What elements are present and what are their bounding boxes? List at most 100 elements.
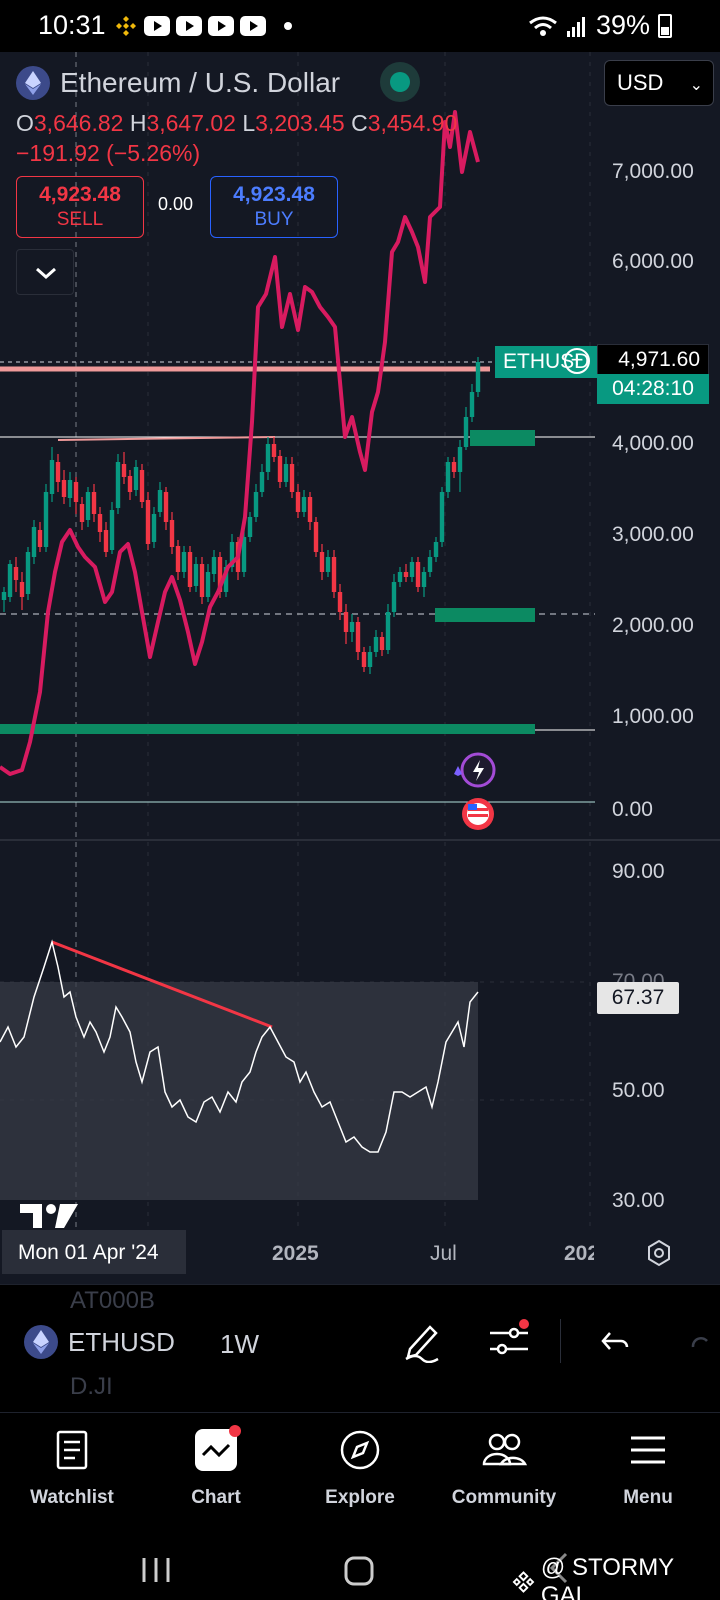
- nav-community[interactable]: Community: [432, 1413, 576, 1522]
- candle-body: [109, 510, 115, 550]
- ethereum-icon: [16, 66, 50, 100]
- redo-icon[interactable]: [690, 1319, 720, 1363]
- candle-body: [223, 567, 229, 592]
- settings-icon[interactable]: [645, 1239, 673, 1267]
- nav-explore[interactable]: Explore: [288, 1413, 432, 1522]
- price-change: −191.92 (−5.26%): [16, 140, 201, 166]
- chart-area[interactable]: Ethereum / U.S. Dollar USD ⌄ O3,646.82 H…: [0, 52, 720, 1284]
- home-icon[interactable]: [344, 1556, 374, 1586]
- candle-body: [361, 652, 367, 667]
- rsi-axis-label: 90.00: [612, 860, 665, 883]
- tradingview-logo: [20, 1204, 78, 1228]
- notification-icons: [114, 14, 292, 38]
- ghost-symbol: D.JI: [70, 1373, 113, 1400]
- symbol-header[interactable]: Ethereum / U.S. Dollar: [16, 66, 340, 100]
- signal-icon: [566, 16, 585, 37]
- candle-body: [1, 592, 7, 600]
- candle-body: [319, 552, 325, 572]
- youtube-icon: [240, 16, 266, 36]
- candle-body: [469, 392, 475, 417]
- candle-body: [283, 464, 289, 482]
- community-icon: [482, 1433, 527, 1466]
- battery-icon: [658, 13, 672, 38]
- candle-body: [151, 514, 157, 542]
- chart-toolbar: AT000B ETHUSD 1W D.JI: [0, 1284, 720, 1412]
- battery-percent: 39%: [595, 10, 650, 40]
- market-open-indicator[interactable]: [380, 62, 420, 102]
- candle-body: [67, 480, 73, 498]
- candle-body: [139, 470, 145, 502]
- rsi-line: [0, 939, 479, 1153]
- undo-icon[interactable]: [600, 1319, 630, 1363]
- symbol-selector[interactable]: ETHUSD: [24, 1325, 175, 1359]
- candle-body: [163, 492, 169, 522]
- candle-body: [403, 572, 409, 577]
- candle-body: [367, 652, 373, 667]
- price-axis-label: 2,000.00: [612, 614, 694, 637]
- currency-select[interactable]: USD ⌄: [604, 60, 714, 106]
- youtube-icon: [144, 16, 170, 36]
- system-nav: [0, 1522, 720, 1600]
- bar-countdown: 04:28:10: [597, 374, 709, 404]
- menu-icon: [631, 1436, 665, 1464]
- add-alert-icon[interactable]: +: [564, 348, 590, 374]
- rsi-axis-label: 50.00: [612, 1079, 665, 1102]
- collapse-button[interactable]: [16, 249, 74, 295]
- more-notifications-dot: [284, 22, 292, 30]
- candle-body: [307, 497, 313, 522]
- candle-body: [445, 462, 451, 492]
- candle-body: [133, 467, 139, 490]
- low-label: L: [242, 110, 256, 136]
- high-value: 3,647.02: [146, 110, 236, 136]
- candle-body: [175, 546, 181, 572]
- candle-body: [271, 444, 277, 457]
- recent-apps-icon[interactable]: [140, 1556, 172, 1584]
- candle-body: [475, 362, 481, 392]
- buy-price: 4,923.48: [233, 183, 315, 206]
- candle-body: [337, 592, 343, 612]
- nav-chart[interactable]: Chart: [144, 1413, 288, 1522]
- candle-body: [457, 447, 463, 472]
- nav-label: Watchlist: [30, 1487, 114, 1508]
- candle-body: [343, 612, 349, 632]
- youtube-icon: [176, 16, 202, 36]
- nav-label: Explore: [325, 1487, 395, 1508]
- price-chart[interactable]: [0, 52, 720, 1284]
- candle-body: [433, 542, 439, 557]
- candle-body: [37, 530, 43, 547]
- toolbar-divider: [560, 1319, 561, 1363]
- sell-button[interactable]: 4,923.48 SELL: [16, 176, 144, 238]
- chart-icon: [195, 1425, 241, 1471]
- candle-body: [439, 492, 445, 542]
- close-label: C: [351, 110, 368, 136]
- candle-body: [31, 527, 37, 557]
- watchlist-icon: [56, 1430, 88, 1470]
- buy-label: BUY: [254, 209, 294, 230]
- candle-body: [427, 557, 433, 572]
- candle-body: [397, 572, 403, 582]
- sell-label: SELL: [56, 209, 104, 230]
- events-icons[interactable]: [452, 750, 500, 838]
- indicators-icon[interactable]: [488, 1319, 534, 1363]
- drawing-pencil-icon[interactable]: [402, 1319, 442, 1363]
- candle-body: [145, 500, 151, 544]
- candle-body: [373, 637, 379, 652]
- buy-button[interactable]: 4,923.48 BUY: [210, 176, 338, 238]
- candle-body: [205, 572, 211, 597]
- nav-watchlist[interactable]: Watchlist: [0, 1413, 144, 1522]
- candle-body: [61, 480, 67, 497]
- candle-body: [259, 472, 265, 492]
- price-axis-label: 6,000.00: [612, 250, 694, 273]
- interval-selector[interactable]: 1W: [220, 1329, 259, 1359]
- candle-body: [193, 564, 199, 586]
- candle-body: [415, 562, 421, 587]
- candle-body: [25, 552, 31, 594]
- nav-menu[interactable]: Menu: [576, 1413, 720, 1522]
- candle-body: [211, 557, 217, 574]
- candle-body: [43, 492, 49, 547]
- candle-body: [55, 462, 61, 482]
- open-value: 3,646.82: [33, 110, 124, 136]
- candle-body: [157, 490, 163, 512]
- back-icon[interactable]: [548, 1552, 570, 1584]
- symbol-title: Ethereum / U.S. Dollar: [60, 67, 341, 98]
